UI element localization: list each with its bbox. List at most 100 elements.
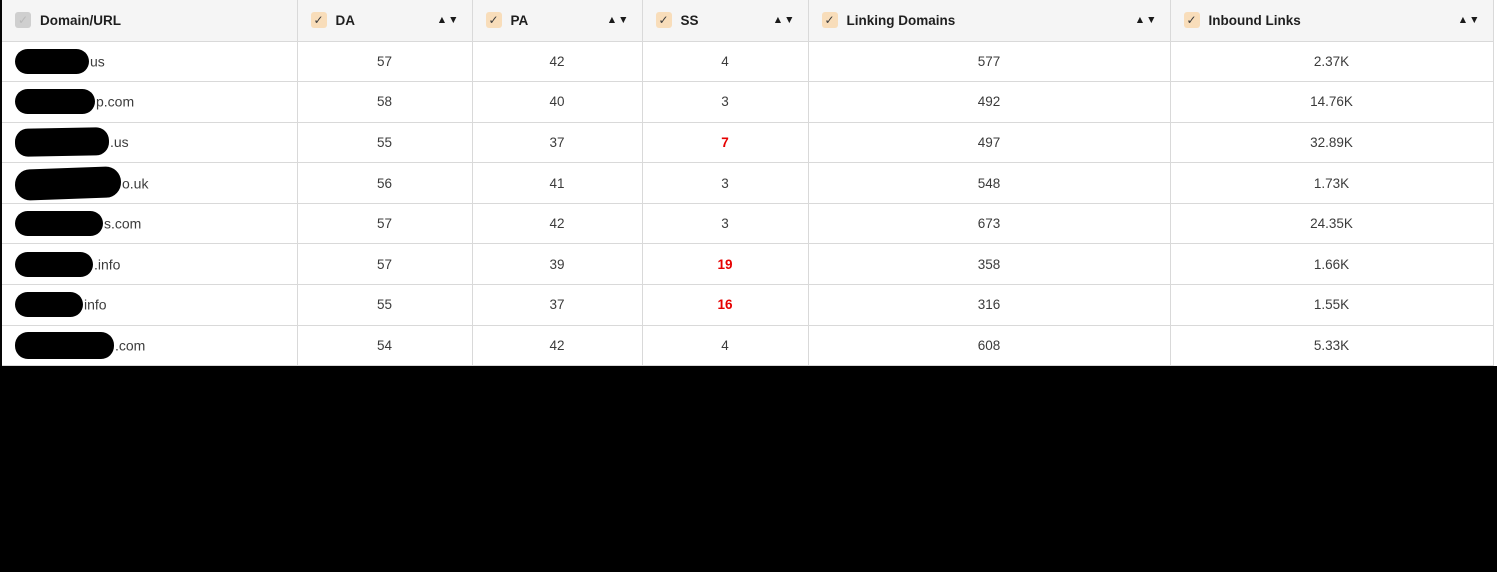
da-cell: 55 xyxy=(297,122,473,164)
domain-cell: s.com xyxy=(2,203,298,245)
column-header-domain-url: ✓ Domain/URL xyxy=(2,0,298,42)
column-header-ss[interactable]: ✓ SS ▲▼ xyxy=(642,0,809,42)
table-row: info 55 37 16 316 1.55K xyxy=(2,284,1494,326)
domain-cell: .info xyxy=(2,243,298,286)
inbound-links-cell: 1.66K xyxy=(1170,243,1494,286)
domain-redaction-blob xyxy=(15,331,114,359)
da-cell: 57 xyxy=(297,243,473,286)
linking-domains-cell: 316 xyxy=(808,284,1171,326)
inbound-links-cell: 32.89K xyxy=(1170,122,1494,164)
domain-redaction-blob xyxy=(14,165,122,201)
domain-cell: o.uk xyxy=(2,162,298,204)
pa-cell: 37 xyxy=(472,122,643,164)
pa-sort-arrows-icon[interactable]: ▲▼ xyxy=(606,14,630,27)
domain-cell: info xyxy=(2,284,298,326)
domain-redaction-blob xyxy=(14,127,110,158)
domain-redaction-blob xyxy=(15,211,103,237)
table-row: us 57 42 4 577 2.37K xyxy=(2,41,1494,83)
linking-domains-column-checkbox[interactable]: ✓ xyxy=(821,12,838,29)
metrics-table: ✓ Domain/URL ✓ DA ▲▼ ✓ xyxy=(2,0,1494,367)
domain-suffix-text: s.com xyxy=(104,215,142,232)
linking-domains-cell: 548 xyxy=(808,162,1171,204)
table-row: o.uk 56 41 3 548 1.73K xyxy=(2,162,1494,204)
check-icon: ✓ xyxy=(17,13,29,28)
linking-domains-cell: 577 xyxy=(808,41,1171,83)
domain-redaction-blob xyxy=(15,89,95,115)
blacked-out-region xyxy=(0,366,1497,572)
da-cell: 56 xyxy=(297,162,473,204)
table-row: p.com 58 40 3 492 14.76K xyxy=(2,81,1494,123)
header-row: ✓ Domain/URL ✓ DA ▲▼ ✓ xyxy=(2,0,1494,42)
column-label-inbound-links: Inbound Links xyxy=(1208,12,1301,28)
table-body: us 57 42 4 577 2.37K p.com 58 40 3 492 14.76K .us 55 3… xyxy=(2,41,1494,367)
domain-redaction-blob xyxy=(15,48,89,74)
metrics-table-container: ✓ Domain/URL ✓ DA ▲▼ ✓ xyxy=(0,0,1497,367)
inbound-links-sort-arrows-icon[interactable]: ▲▼ xyxy=(1457,14,1481,27)
ss-cell: 7 xyxy=(642,122,809,164)
domain-suffix-text: o.uk xyxy=(122,175,149,192)
domain-suffix-text: .com xyxy=(115,337,146,354)
check-icon: ✓ xyxy=(824,13,835,28)
ss-cell: 19 xyxy=(642,243,809,286)
ss-cell: 16 xyxy=(642,284,809,326)
linking-domains-cell: 497 xyxy=(808,122,1171,164)
column-label-domain-url: Domain/URL xyxy=(40,12,121,28)
ss-column-checkbox[interactable]: ✓ xyxy=(655,12,672,29)
da-sort-arrows-icon[interactable]: ▲▼ xyxy=(436,14,460,27)
da-cell: 57 xyxy=(297,203,473,245)
pa-cell: 42 xyxy=(472,41,643,83)
table-row: .com 54 42 4 608 5.33K xyxy=(2,325,1494,367)
column-label-linking-domains: Linking Domains xyxy=(846,12,956,28)
inbound-links-cell: 1.55K xyxy=(1170,284,1494,326)
linking-domains-cell: 358 xyxy=(808,243,1171,286)
domain-suffix-text: .us xyxy=(110,134,129,151)
column-label-ss: SS xyxy=(680,12,699,28)
column-header-inbound-links[interactable]: ✓ Inbound Links ▲▼ xyxy=(1170,0,1494,42)
da-column-checkbox[interactable]: ✓ xyxy=(310,12,327,29)
da-cell: 58 xyxy=(297,81,473,123)
ss-cell: 3 xyxy=(642,162,809,204)
domain-cell: p.com xyxy=(2,81,298,123)
inbound-links-cell: 14.76K xyxy=(1170,81,1494,123)
linking-domains-cell: 673 xyxy=(808,203,1171,245)
da-cell: 55 xyxy=(297,284,473,326)
pa-column-checkbox[interactable]: ✓ xyxy=(485,12,502,29)
ss-cell: 4 xyxy=(642,325,809,367)
table-row: .info 57 39 19 358 1.66K xyxy=(2,243,1494,286)
linking-domains-sort-arrows-icon[interactable]: ▲▼ xyxy=(1134,14,1158,27)
check-icon: ✓ xyxy=(658,13,669,28)
domain-suffix-text: .info xyxy=(94,256,121,273)
pa-cell: 40 xyxy=(472,81,643,123)
domain-suffix-text: info xyxy=(84,296,107,313)
domain-suffix-text: us xyxy=(90,53,105,70)
linking-domains-cell: 608 xyxy=(808,325,1171,367)
da-cell: 54 xyxy=(297,325,473,367)
column-label-pa: PA xyxy=(510,12,529,28)
ss-cell: 4 xyxy=(642,41,809,83)
table-row: .us 55 37 7 497 32.89K xyxy=(2,122,1494,164)
column-header-pa[interactable]: ✓ PA ▲▼ xyxy=(472,0,643,42)
pa-cell: 41 xyxy=(472,162,643,204)
pa-cell: 42 xyxy=(472,325,643,367)
check-icon: ✓ xyxy=(1186,13,1197,28)
domain-cell: .com xyxy=(2,325,298,367)
inbound-links-cell: 24.35K xyxy=(1170,203,1494,245)
column-header-linking-domains[interactable]: ✓ Linking Domains ▲▼ xyxy=(808,0,1171,42)
pa-cell: 37 xyxy=(472,284,643,326)
pa-cell: 42 xyxy=(472,203,643,245)
inbound-links-cell: 5.33K xyxy=(1170,325,1494,367)
inbound-links-cell: 1.73K xyxy=(1170,162,1494,204)
pa-cell: 39 xyxy=(472,243,643,286)
column-label-da: DA xyxy=(335,12,356,28)
check-icon: ✓ xyxy=(313,13,324,28)
column-header-da[interactable]: ✓ DA ▲▼ xyxy=(297,0,473,42)
ss-sort-arrows-icon[interactable]: ▲▼ xyxy=(772,14,796,27)
table-row: s.com 57 42 3 673 24.35K xyxy=(2,203,1494,245)
inbound-links-column-checkbox[interactable]: ✓ xyxy=(1183,12,1200,29)
domain-suffix-text: p.com xyxy=(96,93,135,110)
inbound-links-cell: 2.37K xyxy=(1170,41,1494,83)
domain-redaction-blob xyxy=(15,292,83,318)
domain-redaction-blob xyxy=(15,251,93,277)
domain-cell: .us xyxy=(2,122,298,164)
